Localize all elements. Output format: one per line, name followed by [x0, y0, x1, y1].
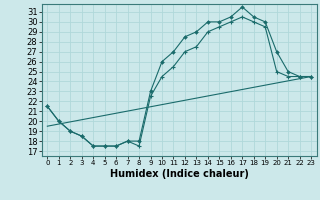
- X-axis label: Humidex (Indice chaleur): Humidex (Indice chaleur): [110, 169, 249, 179]
